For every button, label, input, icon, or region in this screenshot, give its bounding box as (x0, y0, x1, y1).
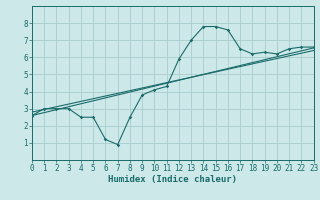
X-axis label: Humidex (Indice chaleur): Humidex (Indice chaleur) (108, 175, 237, 184)
